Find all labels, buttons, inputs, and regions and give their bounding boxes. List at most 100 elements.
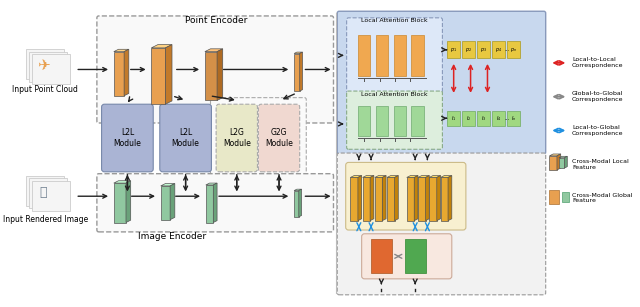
Polygon shape: [205, 49, 223, 52]
Polygon shape: [382, 176, 386, 221]
Text: Point Encoder: Point Encoder: [185, 16, 247, 25]
FancyBboxPatch shape: [337, 153, 546, 295]
Bar: [507, 41, 520, 58]
FancyBboxPatch shape: [347, 18, 442, 93]
Bar: [394, 106, 406, 136]
Bar: [387, 177, 394, 221]
FancyBboxPatch shape: [362, 234, 452, 279]
Polygon shape: [151, 45, 172, 48]
Polygon shape: [370, 176, 374, 221]
Text: 🦅: 🦅: [40, 186, 47, 199]
Text: L2G
Module: L2G Module: [223, 128, 251, 148]
FancyBboxPatch shape: [337, 11, 546, 154]
Polygon shape: [294, 189, 301, 191]
Text: $I_4$: $I_4$: [496, 114, 501, 123]
Bar: [206, 185, 213, 223]
Bar: [114, 183, 126, 223]
Bar: [562, 192, 569, 202]
Bar: [151, 48, 165, 104]
Polygon shape: [363, 176, 374, 177]
Bar: [26, 49, 64, 79]
Bar: [477, 41, 490, 58]
Bar: [350, 177, 358, 221]
Polygon shape: [418, 176, 429, 177]
Bar: [376, 106, 388, 136]
Text: Local-to-Global
Correspondence: Local-to-Global Correspondence: [572, 125, 623, 136]
Bar: [294, 191, 299, 217]
Text: ✈: ✈: [37, 58, 50, 73]
Text: Local Attention Block: Local Attention Block: [361, 18, 428, 23]
Bar: [376, 35, 388, 76]
Bar: [358, 35, 370, 76]
Bar: [358, 106, 370, 136]
Bar: [205, 52, 217, 100]
Polygon shape: [206, 183, 217, 185]
Polygon shape: [429, 176, 440, 177]
Bar: [29, 52, 67, 82]
Bar: [447, 41, 460, 58]
Polygon shape: [559, 156, 567, 158]
Text: $I_2$: $I_2$: [466, 114, 471, 123]
Text: Input Rendered Image: Input Rendered Image: [3, 215, 88, 224]
Text: $p_n$: $p_n$: [510, 46, 517, 54]
Bar: [29, 178, 67, 208]
Bar: [375, 177, 382, 221]
Polygon shape: [165, 45, 172, 104]
Polygon shape: [124, 49, 129, 96]
FancyBboxPatch shape: [216, 104, 257, 172]
Polygon shape: [375, 176, 386, 177]
Polygon shape: [387, 176, 398, 177]
Bar: [394, 35, 406, 76]
Polygon shape: [448, 176, 452, 221]
Text: Image Encoder: Image Encoder: [138, 232, 206, 241]
Text: Input Point Cloud: Input Point Cloud: [12, 85, 78, 95]
Polygon shape: [114, 181, 131, 183]
Bar: [26, 176, 64, 206]
Polygon shape: [426, 176, 429, 221]
Bar: [405, 239, 426, 273]
Polygon shape: [300, 52, 303, 91]
Polygon shape: [114, 49, 129, 52]
Polygon shape: [170, 184, 175, 220]
Bar: [161, 186, 170, 220]
FancyBboxPatch shape: [160, 104, 211, 172]
Polygon shape: [358, 176, 362, 221]
Text: L2L
Module: L2L Module: [113, 128, 141, 148]
Polygon shape: [407, 176, 418, 177]
Text: Cross-Modal Local
Feature: Cross-Modal Local Feature: [572, 159, 628, 170]
Bar: [429, 177, 436, 221]
Text: $p_2$: $p_2$: [465, 46, 472, 54]
Text: Global-to-Global
Correspondence: Global-to-Global Correspondence: [572, 91, 623, 102]
Bar: [371, 239, 392, 273]
Polygon shape: [161, 184, 175, 186]
Polygon shape: [557, 154, 561, 170]
Bar: [550, 156, 557, 170]
Polygon shape: [440, 176, 452, 177]
FancyBboxPatch shape: [347, 91, 442, 149]
Polygon shape: [350, 176, 362, 177]
Bar: [114, 52, 124, 96]
Text: L2L
Module: L2L Module: [172, 128, 200, 148]
Bar: [418, 177, 426, 221]
Polygon shape: [564, 156, 567, 168]
Text: $I_n$: $I_n$: [511, 114, 516, 123]
Polygon shape: [294, 52, 303, 53]
FancyBboxPatch shape: [102, 104, 153, 172]
FancyBboxPatch shape: [211, 98, 307, 178]
Bar: [412, 106, 424, 136]
Text: Local-to-Local
Correspondence: Local-to-Local Correspondence: [572, 57, 623, 68]
Bar: [440, 177, 448, 221]
Bar: [492, 111, 506, 126]
Bar: [462, 111, 476, 126]
Bar: [462, 41, 476, 58]
Text: $p_4$: $p_4$: [495, 46, 502, 54]
FancyBboxPatch shape: [97, 174, 333, 232]
Text: ...: ...: [504, 116, 510, 121]
Text: $I_3$: $I_3$: [481, 114, 486, 123]
Bar: [32, 181, 70, 211]
FancyBboxPatch shape: [346, 162, 466, 230]
Polygon shape: [394, 176, 398, 221]
Bar: [447, 111, 460, 126]
Bar: [550, 190, 559, 204]
Polygon shape: [126, 181, 131, 223]
